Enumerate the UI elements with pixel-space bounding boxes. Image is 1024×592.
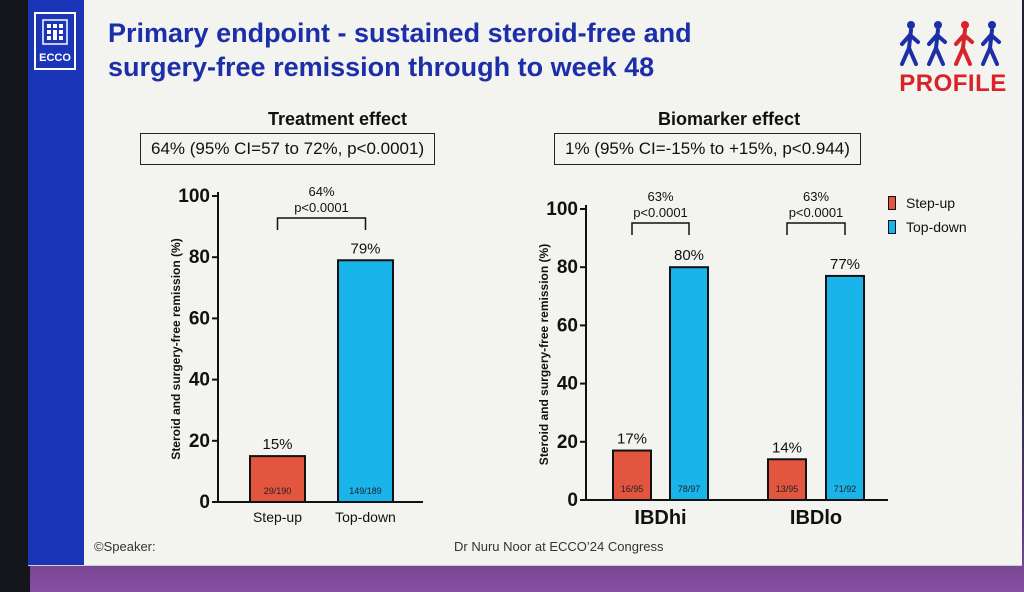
footer-credit: Dr Nuru Noor at ECCO’24 Congress — [454, 539, 664, 554]
left-chart-y-tick-label: 40 — [189, 370, 210, 391]
right-chart-ibdlo-top_down-value-label: 77% — [830, 256, 860, 273]
right-chart-ibdlo-step_up-count-label: 13/95 — [776, 484, 799, 494]
right-chart-ibdlo-bracket-label-1: 63% — [803, 189, 829, 204]
presentation-slide: ECCO Primary endpoint - sustained steroi… — [28, 0, 1022, 566]
left-chart-x-tick-label: Step-up — [253, 509, 302, 525]
right-chart-y-tick-label: 60 — [557, 315, 578, 336]
right-chart-ibdhi-step_up-count-label: 16/95 — [621, 484, 644, 494]
slide-title: Primary endpoint - sustained steroid-fre… — [108, 16, 868, 84]
right-chart-ibdlo-bracket — [786, 222, 846, 235]
legend: Step-up Top-down — [888, 191, 967, 239]
legend-item-step-up: Step-up — [888, 191, 967, 215]
left-panel-heading: Treatment effect — [268, 109, 408, 129]
right-chart-group-label: IBDhi — [634, 507, 686, 529]
charts-canvas: 0 20 40 60 80 100 Steroid and surgery-free rem… — [169, 184, 888, 529]
left-chart-y-axis-label: Steroid and surgery-free remission (%) — [169, 238, 183, 459]
right-chart-ibdhi-top_down-bar — [669, 266, 709, 502]
profile-logo: PROFILE — [893, 18, 1013, 98]
right-chart-y-tick-label: 40 — [557, 374, 578, 395]
right-chart-y-tick-label: 100 — [546, 199, 578, 220]
right-chart-ibdhi-top_down-value-label: 80% — [674, 247, 704, 264]
walking-figures-icon — [900, 21, 1001, 66]
left-chart-x-tick-label: Top-down — [335, 509, 396, 525]
ecco-logo: ECCO — [34, 12, 76, 70]
right-chart-y-tick-label: 20 — [557, 432, 578, 453]
right-chart-ibdlo-top_down-count-label: 71/92 — [834, 484, 857, 494]
left-chart-bracket — [276, 217, 367, 230]
left-chart-bracket-label-1: 64% — [308, 184, 334, 199]
legend-item-top-down: Top-down — [888, 215, 967, 239]
right-chart-ibdlo-step_up-value-label: 14% — [772, 439, 802, 456]
right-chart-ibdhi-top_down-count-label: 78/97 — [678, 484, 701, 494]
slide-title-line1: Primary endpoint - sustained steroid-fre… — [108, 18, 692, 48]
left-chart-y-tick-label: 100 — [178, 186, 210, 207]
left-panel-stat-box: 64% (95% CI=57 to 72%, p<0.0001) — [140, 133, 436, 165]
left-chart-bracket-label-2: p<0.0001 — [294, 200, 349, 215]
legend-swatch-step-up — [888, 196, 896, 210]
legend-swatch-top-down — [888, 220, 896, 234]
legend-label-top-down: Top-down — [906, 219, 967, 235]
left-chart-y-tick-label: 20 — [189, 431, 210, 452]
ecco-logo-text: ECCO — [39, 52, 71, 64]
right-chart-y-axis-label: Steroid and surgery-free remission (%) — [537, 244, 551, 465]
ecco-logo-icon — [42, 19, 68, 45]
right-panel-heading: Biomarker effect — [658, 109, 801, 129]
profile-brand-text: PROFILE — [899, 70, 1007, 97]
left-chart-step_up-value-label: 15% — [262, 436, 292, 453]
left-chart-step_up-count-label: 29/190 — [264, 486, 292, 496]
right-chart-ibdhi-bracket-label-1: 63% — [647, 189, 673, 204]
right-chart-ibdlo-bracket-label-2: p<0.0001 — [789, 205, 844, 220]
left-chart-top_down-count-label: 149/189 — [349, 486, 382, 496]
legend-label-step-up: Step-up — [906, 195, 956, 211]
left-chart-y-tick-label: 80 — [189, 247, 210, 268]
right-chart-ibdlo-step_up-bar — [767, 458, 807, 502]
right-panel-stat-box: 1% (95% CI=-15% to +15%, p<0.944) — [554, 133, 861, 165]
right-chart-ibdhi-bracket-label-2: p<0.0001 — [633, 205, 688, 220]
right-chart-y-tick-label: 0 — [567, 490, 578, 511]
right-chart-ibdhi-step_up-bar — [612, 449, 652, 501]
left-chart-y-tick-label: 0 — [199, 492, 210, 513]
right-chart-ibdhi-step_up-value-label: 17% — [617, 431, 647, 448]
left-chart-step_up-bar — [249, 455, 306, 504]
left-chart-top_down-value-label: 79% — [350, 240, 380, 257]
right-chart-ibdhi-bracket — [631, 222, 690, 235]
right-chart-group-label: IBDlo — [790, 507, 842, 529]
right-chart-ibdlo-top_down-bar — [825, 274, 865, 501]
footer-speaker: ©Speaker: — [94, 539, 156, 554]
right-chart-y-tick-label: 80 — [557, 257, 578, 278]
left-chart-top_down-bar — [337, 259, 394, 504]
left-chart-y-tick-label: 60 — [189, 308, 210, 329]
slide-title-line2: surgery-free remission through to week 4… — [108, 52, 655, 82]
screen-bezel — [0, 0, 30, 592]
slide-side-band: ECCO — [28, 0, 84, 565]
